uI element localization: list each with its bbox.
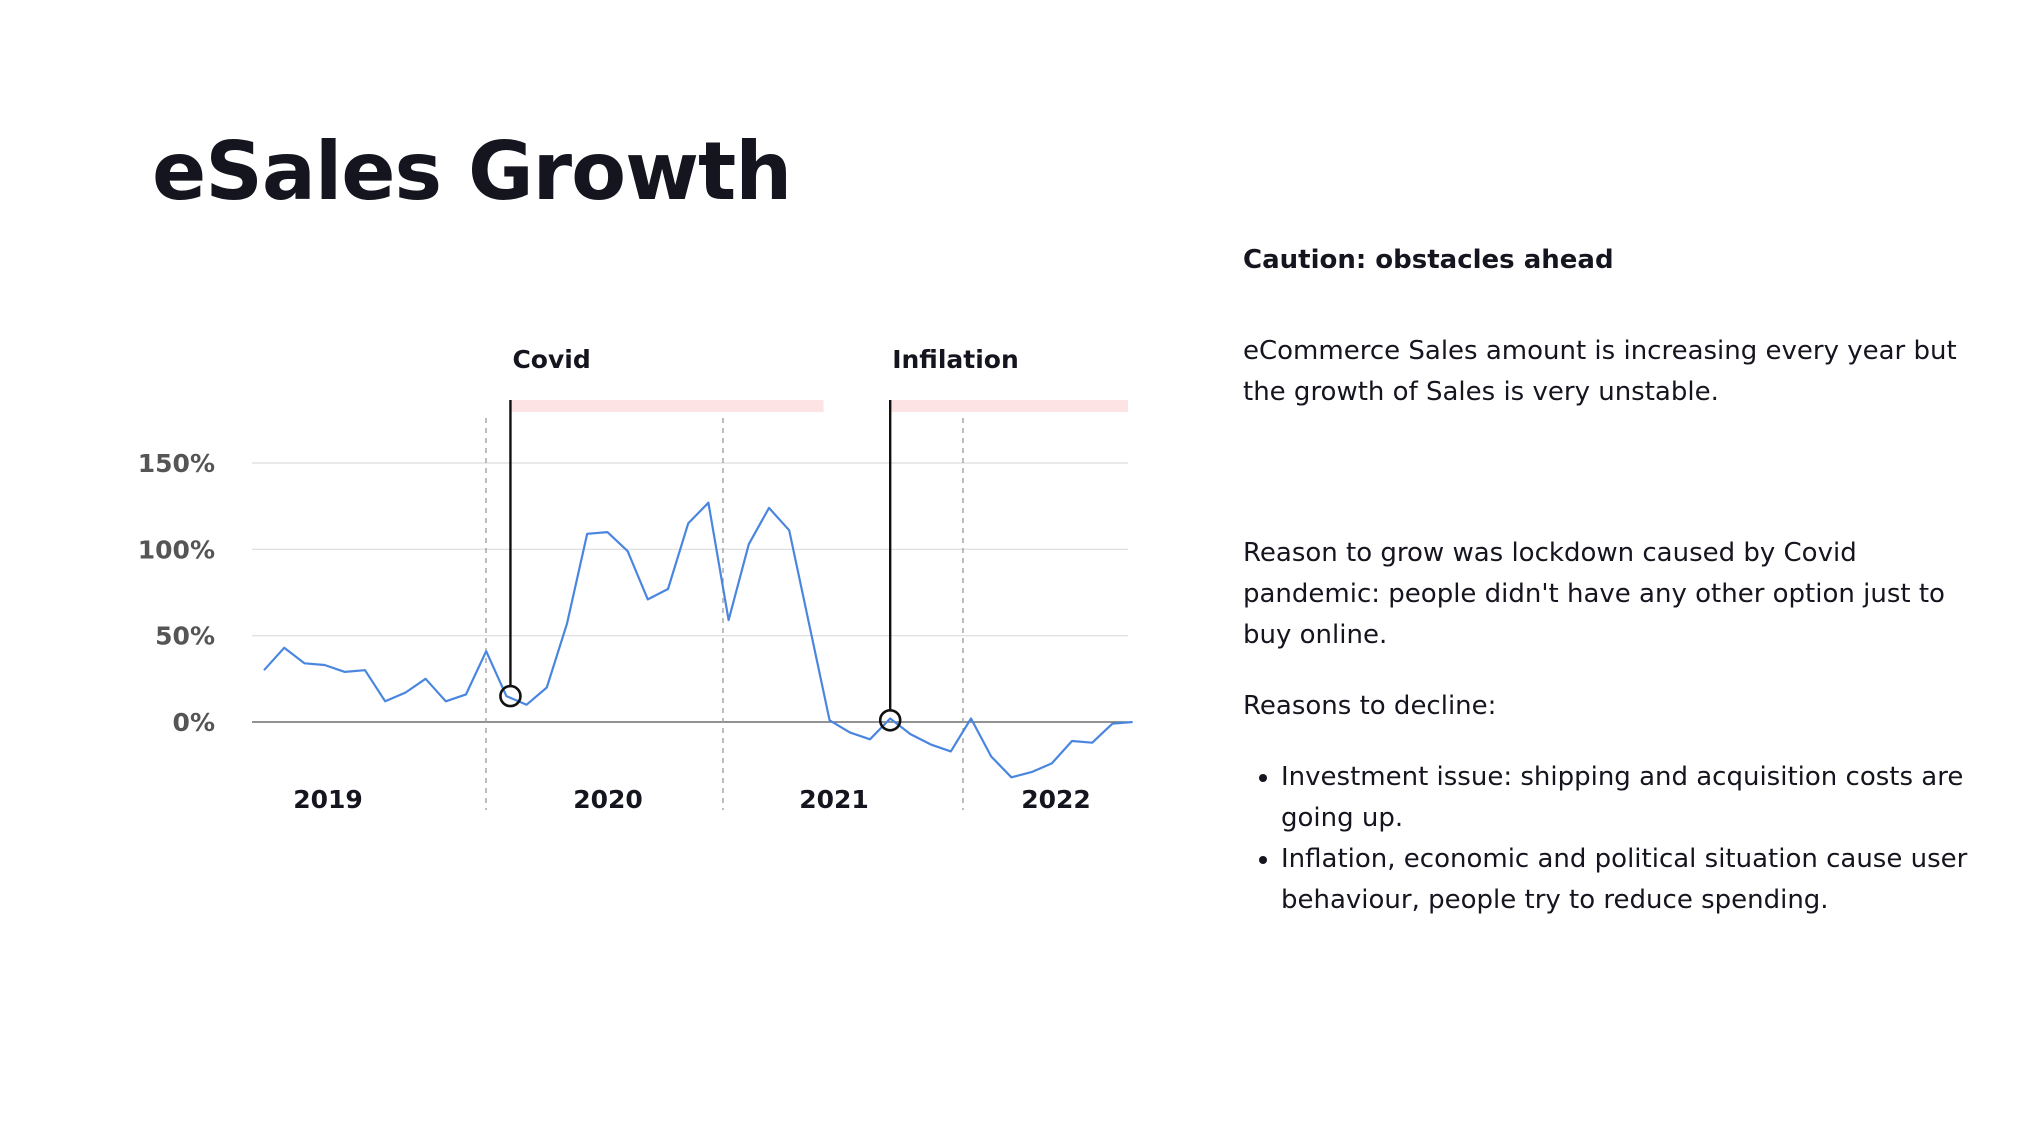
decline-reasons-list: Investment issue: shipping and acquisiti… bbox=[1243, 757, 1983, 921]
y-tick-label: 100% bbox=[138, 535, 215, 564]
x-tick-label: 2020 bbox=[573, 785, 643, 814]
growth-summary-text: eCommerce Sales amount is increasing eve… bbox=[1243, 336, 1957, 407]
page-title: eSales Growth bbox=[152, 125, 792, 218]
x-tick-label: 2021 bbox=[799, 785, 869, 814]
side-panel: Caution: obstacles ahead eCommerce Sales… bbox=[1243, 240, 1983, 921]
y-tick-label: 0% bbox=[173, 708, 215, 737]
series-line bbox=[263, 501, 1133, 779]
annotation-circle bbox=[499, 684, 522, 708]
annotation-shade-covid bbox=[510, 400, 824, 412]
growth-reason-text: Reason to grow was lockdown caused by Co… bbox=[1243, 538, 1945, 650]
annotation-label: Covid bbox=[512, 345, 590, 374]
decline-reason-item: Investment issue: shipping and acquisiti… bbox=[1281, 757, 1983, 839]
y-tick-label: 150% bbox=[138, 449, 215, 478]
x-tick-label: 2022 bbox=[1021, 785, 1091, 814]
decline-reasons-heading: Reasons to decline: bbox=[1243, 691, 1497, 721]
y-tick-label: 50% bbox=[155, 622, 215, 651]
annotation-circle bbox=[878, 708, 902, 732]
esales-growth-chart: 0% 50% 100% 150% 2019 2020 2021 2022 Covid Infila… bbox=[138, 345, 1133, 814]
decline-reason-item: Inflation, economic and political situat… bbox=[1281, 839, 1983, 921]
x-tick-label: 2019 bbox=[293, 785, 363, 814]
annotation-label: Infilation bbox=[892, 345, 1019, 374]
caution-heading: Caution: obstacles ahead bbox=[1243, 245, 1614, 275]
annotation-shade-infilation bbox=[890, 400, 1128, 412]
